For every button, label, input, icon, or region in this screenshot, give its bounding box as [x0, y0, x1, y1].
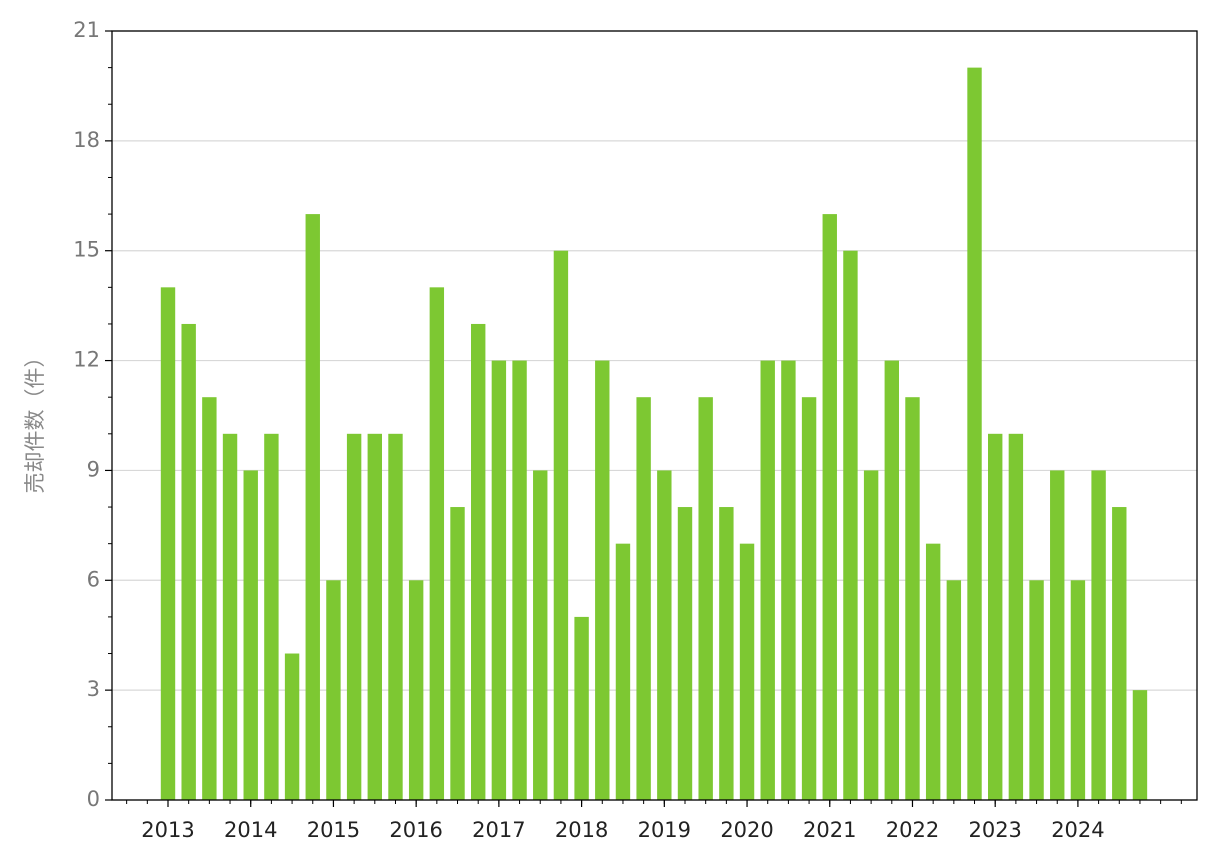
bar — [843, 250, 858, 800]
bar — [429, 287, 445, 800]
bar — [1029, 580, 1044, 800]
bar — [822, 214, 837, 801]
bar — [739, 543, 755, 800]
y-tick-label: 12 — [73, 348, 100, 372]
bar — [181, 323, 196, 800]
y-tick-label: 15 — [73, 238, 100, 262]
bar — [491, 360, 507, 800]
x-tick-label: 2019 — [638, 818, 691, 842]
bar — [222, 433, 238, 800]
bar — [801, 397, 817, 800]
y-tick-label: 18 — [73, 128, 100, 152]
bar — [574, 616, 589, 800]
bar — [905, 397, 920, 800]
bar — [471, 323, 486, 800]
y-tick-label: 0 — [87, 787, 100, 811]
x-tick-label: 2024 — [1051, 818, 1104, 842]
bar — [677, 507, 693, 800]
x-tick-label: 2021 — [803, 818, 856, 842]
x-tick-label: 2016 — [389, 818, 442, 842]
bar — [408, 580, 424, 800]
bar — [264, 433, 279, 800]
bar — [925, 543, 941, 800]
y-tick-label: 9 — [87, 457, 100, 481]
x-tick-label: 2018 — [555, 818, 608, 842]
bar — [1008, 433, 1024, 800]
bar — [1091, 470, 1106, 800]
bar — [988, 433, 1003, 800]
bar — [284, 653, 300, 800]
bar — [967, 67, 982, 801]
bar — [1112, 507, 1127, 800]
bar — [884, 360, 899, 800]
bar — [533, 470, 548, 800]
x-tick-label: 2017 — [472, 818, 525, 842]
bar — [305, 214, 320, 801]
bar — [553, 250, 569, 800]
bar — [1050, 470, 1065, 800]
x-tick-label: 2013 — [141, 818, 194, 842]
bar — [760, 360, 775, 800]
y-tick-label: 3 — [87, 677, 100, 701]
bar — [202, 397, 217, 800]
bar — [243, 470, 258, 800]
y-tick-label: 21 — [73, 18, 100, 42]
bar — [326, 580, 341, 800]
x-tick-label: 2022 — [886, 818, 939, 842]
bar — [719, 507, 734, 800]
bar — [636, 397, 651, 800]
x-tick-label: 2020 — [720, 818, 773, 842]
bar — [512, 360, 527, 800]
bar — [346, 433, 362, 800]
bar — [615, 543, 631, 800]
bar — [388, 433, 403, 800]
x-tick-label: 2015 — [307, 818, 360, 842]
bar — [946, 580, 962, 800]
y-axis-label: 売却件数（件） — [23, 347, 47, 494]
bar — [698, 397, 713, 800]
bar — [781, 360, 796, 800]
bar — [657, 470, 672, 800]
bar — [367, 433, 382, 800]
bar — [160, 287, 176, 800]
bar — [863, 470, 879, 800]
bar — [595, 360, 610, 800]
bar — [450, 507, 465, 800]
x-tick-label: 2023 — [968, 818, 1021, 842]
y-tick-label: 6 — [87, 567, 100, 591]
plot-frame — [111, 30, 1198, 801]
bar — [1070, 580, 1086, 800]
bar — [1132, 690, 1148, 800]
x-tick-label: 2014 — [224, 818, 277, 842]
